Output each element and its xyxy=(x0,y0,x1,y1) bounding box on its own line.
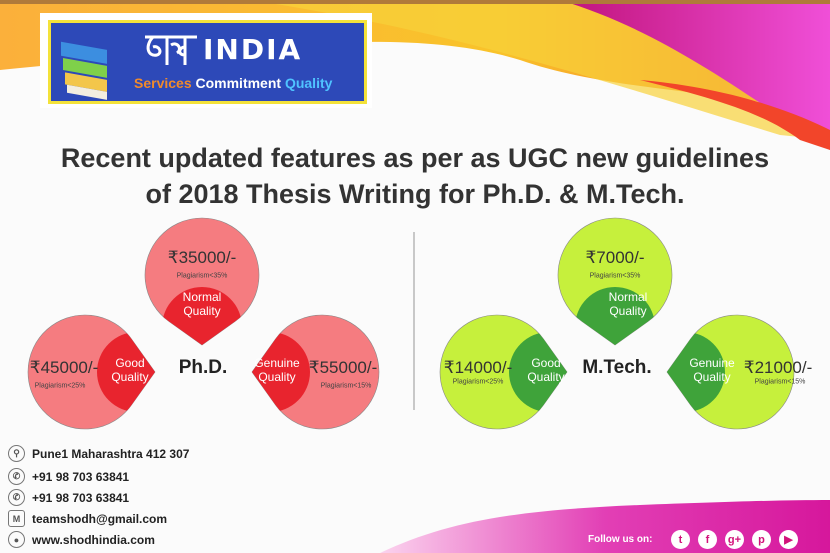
mtech-good-plagiarism: Plagiarism<25% xyxy=(452,378,504,386)
pinterest-icon[interactable]: p xyxy=(752,530,771,549)
phd-label: Ph.D. xyxy=(178,357,228,378)
phd-genuine-price: ₹55000/- xyxy=(308,358,378,377)
phd-good-price: ₹45000/- xyxy=(29,358,99,377)
twitter-icon[interactable]: t xyxy=(671,530,690,549)
divider xyxy=(413,232,415,410)
mtech-good-drop xyxy=(439,314,568,430)
phd-normal-plagiarism: Plagiarism<35% xyxy=(176,272,228,280)
phd-genuine-plagiarism: Plagiarism<15% xyxy=(320,382,372,390)
mtech-genuine-plagiarism: Plagiarism<15% xyxy=(754,378,806,386)
contact-website[interactable]: ● www.shodhindia.com xyxy=(8,531,155,548)
phd-good-drop xyxy=(27,314,156,430)
mtech-good-price: ₹14000/- xyxy=(443,358,513,377)
contact-whatsapp[interactable]: ✆ +91 98 703 63841 xyxy=(8,489,129,506)
phd-normal-quality-label: Normal Quality xyxy=(182,290,222,318)
phd-genuine-quality-label: Genuine Quality xyxy=(254,356,300,384)
follow-us-label: Follow us on: xyxy=(588,534,653,545)
logo: INDIA Services Commitment Quality xyxy=(40,13,372,108)
logo-tagline: Services Commitment Quality xyxy=(134,75,333,91)
mtech-normal-price: ₹7000/- xyxy=(585,248,645,267)
contact-address: ⚲ Pune1 Maharashtra 412 307 xyxy=(8,445,189,462)
logo-brand: INDIA xyxy=(203,33,303,66)
books-icon xyxy=(61,41,107,100)
phd-normal-drop xyxy=(144,217,260,346)
mail-icon: M xyxy=(8,510,25,527)
mtech-genuine-quality-label: Genuine Quality xyxy=(689,356,735,384)
mtech-genuine-drop xyxy=(666,314,795,430)
mtech-genuine-price: ₹21000/- xyxy=(743,358,813,377)
globe-icon: ● xyxy=(8,531,25,548)
phd-normal-price: ₹35000/- xyxy=(167,248,237,267)
mtech-normal-quality-label: Normal Quality xyxy=(608,290,648,318)
phd-good-quality-label: Good Quality xyxy=(111,356,149,384)
phd-genuine-drop xyxy=(251,314,380,430)
mtech-good-quality-label: Good Quality xyxy=(527,356,565,384)
contact-phone[interactable]: ✆ +91 98 703 63841 xyxy=(8,468,129,485)
phd-good-plagiarism: Plagiarism<25% xyxy=(34,382,86,390)
headline-line-2: of 2018 Thesis Writing for Ph.D. & M.Tec… xyxy=(145,179,685,209)
headline-line-1: Recent updated features as per as UGC ne… xyxy=(60,143,770,173)
location-pin-icon: ⚲ xyxy=(8,445,25,462)
logo-hindi-lettering xyxy=(145,35,197,65)
whatsapp-icon: ✆ xyxy=(8,489,25,506)
google-plus-icon[interactable]: g+ xyxy=(725,530,744,549)
youtube-icon[interactable]: ▶ xyxy=(779,530,798,549)
mtech-normal-plagiarism: Plagiarism<35% xyxy=(589,272,641,280)
mtech-label: M.Tech. xyxy=(582,357,652,378)
phone-icon: ✆ xyxy=(8,468,25,485)
facebook-icon[interactable]: f xyxy=(698,530,717,549)
mtech-normal-drop xyxy=(557,217,673,346)
